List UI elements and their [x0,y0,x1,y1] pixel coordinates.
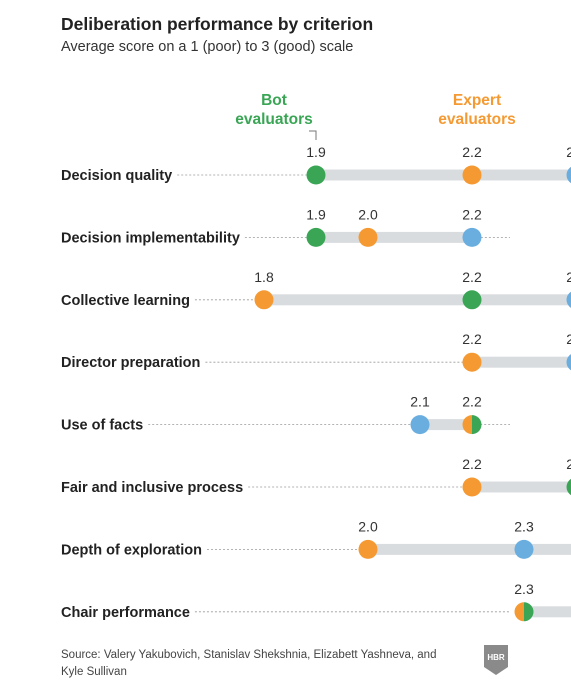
dot-participant [566,166,571,184]
dot-expert [462,165,482,185]
value-label: 2.0 [358,206,378,222]
value-label: 2.2 [462,456,482,472]
range-bar [264,294,571,306]
value-label: 2.4 [566,456,571,472]
row-label: Decision quality [61,168,172,184]
value-label: 1.8 [254,269,274,285]
value-label: 2.0 [358,518,378,534]
legend-bot-leader [309,130,317,140]
dot-plot: BotevaluatorsExpertevaluatorsParticipant… [61,92,571,622]
dot-expert-half [514,602,524,622]
legend-expert-label: evaluators [438,111,516,128]
value-label: 2.2 [462,206,482,222]
value-label: 1.9 [306,144,326,160]
dot-participant [566,354,571,371]
dot-expert [358,227,378,247]
legend-bot-label: Bot [261,92,287,109]
dot-participant [462,227,482,247]
dot-expert [358,539,378,559]
source-note: Source: Valery Yakubovich, Stanislav She… [61,649,437,678]
dot-participant [514,539,534,559]
chart-subtitle: Average score on a 1 (poor) to 3 (good) … [61,39,354,55]
chart-title: Deliberation performance by criterion [61,14,374,34]
dot-bot [566,478,571,496]
dot-bot-half [524,602,534,622]
value-label: 2.4 [566,269,571,285]
value-label: 2.2 [462,269,482,285]
row-label: Depth of exploration [61,542,202,558]
value-label: 1.9 [306,206,326,222]
hbr-logo: HBR [484,645,508,675]
dot-bot-half [472,415,482,435]
legend-expert-label: Expert [453,92,501,109]
row-label: Use of facts [61,418,143,434]
row-label: Chair performance [61,605,190,621]
range-bar [316,169,571,181]
row-label: Director preparation [61,355,200,371]
range-bar [420,419,472,431]
value-label: 2.3 [514,518,534,534]
row-label: Fair and inclusive process [61,480,243,496]
range-bar [472,481,571,493]
range-bar [316,231,472,243]
dot-expert [254,290,274,310]
row-label: Decision implementability [61,230,240,246]
value-label: 2.2 [462,394,482,410]
legend-bot-label: evaluators [235,111,313,128]
range-bar [524,606,571,618]
dot-expert [462,477,482,497]
range-bar [368,543,571,555]
dot-bot [306,165,326,185]
value-label: 2.4 [566,144,571,160]
dot-participant [410,415,430,435]
value-label: 2.1 [410,394,430,410]
value-label: 2.3 [514,581,534,597]
range-bar [472,356,571,368]
value-label: 2.2 [462,331,482,347]
row-label: Collective learning [61,293,190,309]
dot-expert-half [462,415,472,435]
dot-expert [462,352,482,372]
dot-bot [306,227,326,247]
value-label: 2.4 [566,331,571,347]
value-label: 2.2 [462,144,482,160]
dot-participant [566,291,571,308]
dot-bot [462,290,482,310]
hbr-logo-text: HBR [487,653,505,662]
